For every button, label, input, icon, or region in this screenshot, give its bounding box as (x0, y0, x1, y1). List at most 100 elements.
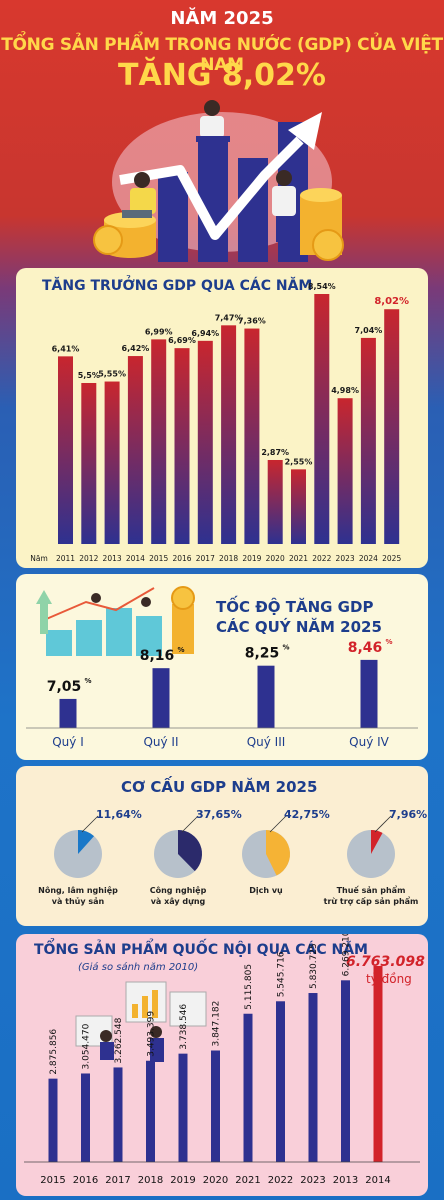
gdp-total-year-label: 2017 (105, 1175, 130, 1186)
pie-name-label: trừ trợ cấp sản phẩm (324, 896, 419, 906)
quarter-category-label: Quý I (52, 735, 84, 749)
gdp-total-value-label: 5.115.805 (244, 964, 254, 1010)
gdp-total-bar (276, 1001, 285, 1162)
gdp-growth-value-label: 6,41% (52, 344, 80, 353)
quarter-category-label: Quý IV (349, 735, 390, 749)
gdp-total-bar (81, 1073, 90, 1162)
gdp-growth-bar (291, 469, 306, 544)
gdp-total-year-label: 2014 (365, 1175, 390, 1186)
gdp-growth-year-label: 2021 (289, 554, 308, 563)
gdp-total-bar (146, 1060, 155, 1162)
quarter-unit-label: % (385, 638, 392, 646)
quarter-unit-label: % (84, 677, 91, 685)
quarter-bar (257, 665, 275, 728)
gdp-growth-year-label: 2022 (312, 554, 331, 563)
gdp-total-value-label: 6.269.210 (342, 934, 352, 976)
gdp-total-value-label: 3.262.548 (114, 1017, 124, 1063)
gdp-growth-year-label: 2025 (382, 554, 401, 563)
gdp-growth-year-label: 2023 (336, 554, 355, 563)
quarterly-title-line2: CÁC QUÝ NĂM 2025 (216, 618, 382, 636)
gdp-growth-panel: TĂNG TRƯỞNG GDP QUA CÁC NĂM 6,41% 2011 5,5… (16, 268, 428, 568)
pie-value-label: 37,65% (196, 808, 242, 821)
gdp-growth-value-label: 4,98% (331, 386, 359, 395)
gdp-total-chart: 2.875.856 2015 3.054.470 2016 3.262.548 2017 3… (24, 934, 420, 1186)
gdp-growth-value-label: 6,42% (122, 344, 150, 353)
gdp-total-value-label: 5.545.716 (277, 951, 287, 997)
quarter-value-label: 8,46 (348, 640, 383, 656)
pie-slice (178, 830, 202, 872)
gdp-total-last-value: 6.763.098 (346, 954, 425, 970)
gdp-total-year-label: 2022 (268, 1175, 293, 1186)
gdp-total-year-label: 2018 (138, 1175, 163, 1186)
gdp-growth-bar (58, 356, 73, 544)
gdp-total-value-label: 3.054.470 (81, 1023, 91, 1069)
gdp-total-title: TỔNG SẢN PHẨM QUỐC NỘI QUA CÁC NĂM (34, 942, 368, 958)
gdp-growth-bar (197, 340, 213, 544)
quarter-value-label: 7,05 (47, 679, 82, 695)
pie-value-label: 42,75% (284, 808, 330, 821)
gdp-growth-bar (337, 398, 353, 544)
gdp-total-value-label: 2.875.856 (49, 1029, 59, 1075)
gdp-total-panel: TỔNG SẢN PHẨM QUỐC NỘI QUA CÁC NĂM (Giá … (16, 934, 428, 1196)
pie-slice (266, 830, 290, 876)
quarter-value-label: 8,25 (245, 646, 280, 662)
gdp-growth-year-label: 2016 (172, 554, 191, 563)
gdp-growth-year-label: 2024 (359, 554, 378, 563)
quarter-value-label: 8,16 (140, 648, 175, 664)
gdp-growth-bar (267, 459, 283, 544)
gdp-growth-year-label: 2014 (126, 554, 145, 563)
gdp-growth-bar (314, 294, 330, 544)
gdp-growth-value-label: 7,36% (238, 317, 266, 326)
gdp-total-year-label: 2016 (73, 1175, 98, 1186)
pie-leader-line (181, 815, 199, 833)
gdp-growth-value-label: 7,47% (215, 313, 243, 322)
gdp-total-value-label: 3.738.546 (179, 1004, 189, 1050)
gdp-growth-year-label: 2017 (196, 554, 215, 563)
person-icon (122, 172, 156, 218)
header: NĂM 2025 TỔNG SẢN PHẨM TRONG NƯỚC (GDP) … (0, 0, 444, 270)
gdp-growth-bar (244, 328, 260, 544)
gdp-total-bar (243, 1013, 253, 1162)
gdp-total-year-label: 2015 (40, 1175, 65, 1186)
quarter-category-label: Quý III (247, 735, 286, 749)
gdp-growth-year-label: 2015 (149, 554, 168, 563)
gdp-growth-value-label: 2,55% (285, 457, 313, 466)
gdp-total-bar (113, 1067, 123, 1162)
gdp-total-year-label: 2013 (333, 1175, 358, 1186)
gdp-total-value-label: 3.493.399 (147, 1011, 157, 1057)
pie-slice (371, 830, 383, 854)
pie-name-label: và thủy sản (52, 896, 105, 906)
office-people-illustration (75, 981, 207, 1062)
gdp-growth-value-label: 2,87% (261, 448, 289, 457)
gdp-total-bar (178, 1053, 188, 1162)
quarterly-growth-panel: TỐC ĐỘ TĂNG GDP CÁC QUÝ NĂM 2025 7,05% Qu… (16, 574, 428, 760)
pie-name-label: Dịch vụ (249, 886, 283, 895)
person-icon (272, 170, 296, 242)
pie-name-label: Thuế sản phẩm (337, 885, 406, 895)
pie-name-label: Công nghiệp (150, 885, 207, 895)
coin-stack-icon (93, 212, 156, 258)
gdp-growth-year-label: 2018 (219, 554, 238, 563)
growth-people-illustration (36, 586, 195, 656)
gdp-growth-year-label: 2020 (266, 554, 285, 563)
gdp-growth-bar (127, 356, 143, 544)
quarter-category-label: Quý II (143, 735, 178, 749)
gdp-growth-value-label: 6,94% (191, 329, 219, 338)
quarter-bar (152, 668, 170, 728)
gdp-growth-bar (384, 309, 400, 544)
gdp-total-value-label: 5.830.725 (309, 943, 319, 989)
gdp-growth-value-label: 8,54% (308, 282, 336, 291)
gdp-total-year-label: 2019 (170, 1175, 195, 1186)
gdp-growth-year-label: 2012 (79, 554, 98, 563)
gdp-growth-year-label: 2019 (242, 554, 261, 563)
gdp-growth-value-label: 6,99% (145, 327, 173, 336)
quarterly-title-line1: TỐC ĐỘ TĂNG GDP (216, 598, 374, 616)
header-year: NĂM 2025 (170, 8, 274, 29)
gdp-growth-chart: 6,41% 2011 5,5% 2012 5,55% 2013 6,42% 2014 6,99%… (30, 282, 409, 563)
quarter-bar (360, 659, 378, 728)
header-illustration (93, 100, 344, 262)
quarter-unit-label: % (177, 646, 184, 654)
gdp-structure-title: CƠ CẤU GDP NĂM 2025 (121, 778, 318, 796)
gdp-growth-year-label: 2011 (56, 554, 75, 563)
